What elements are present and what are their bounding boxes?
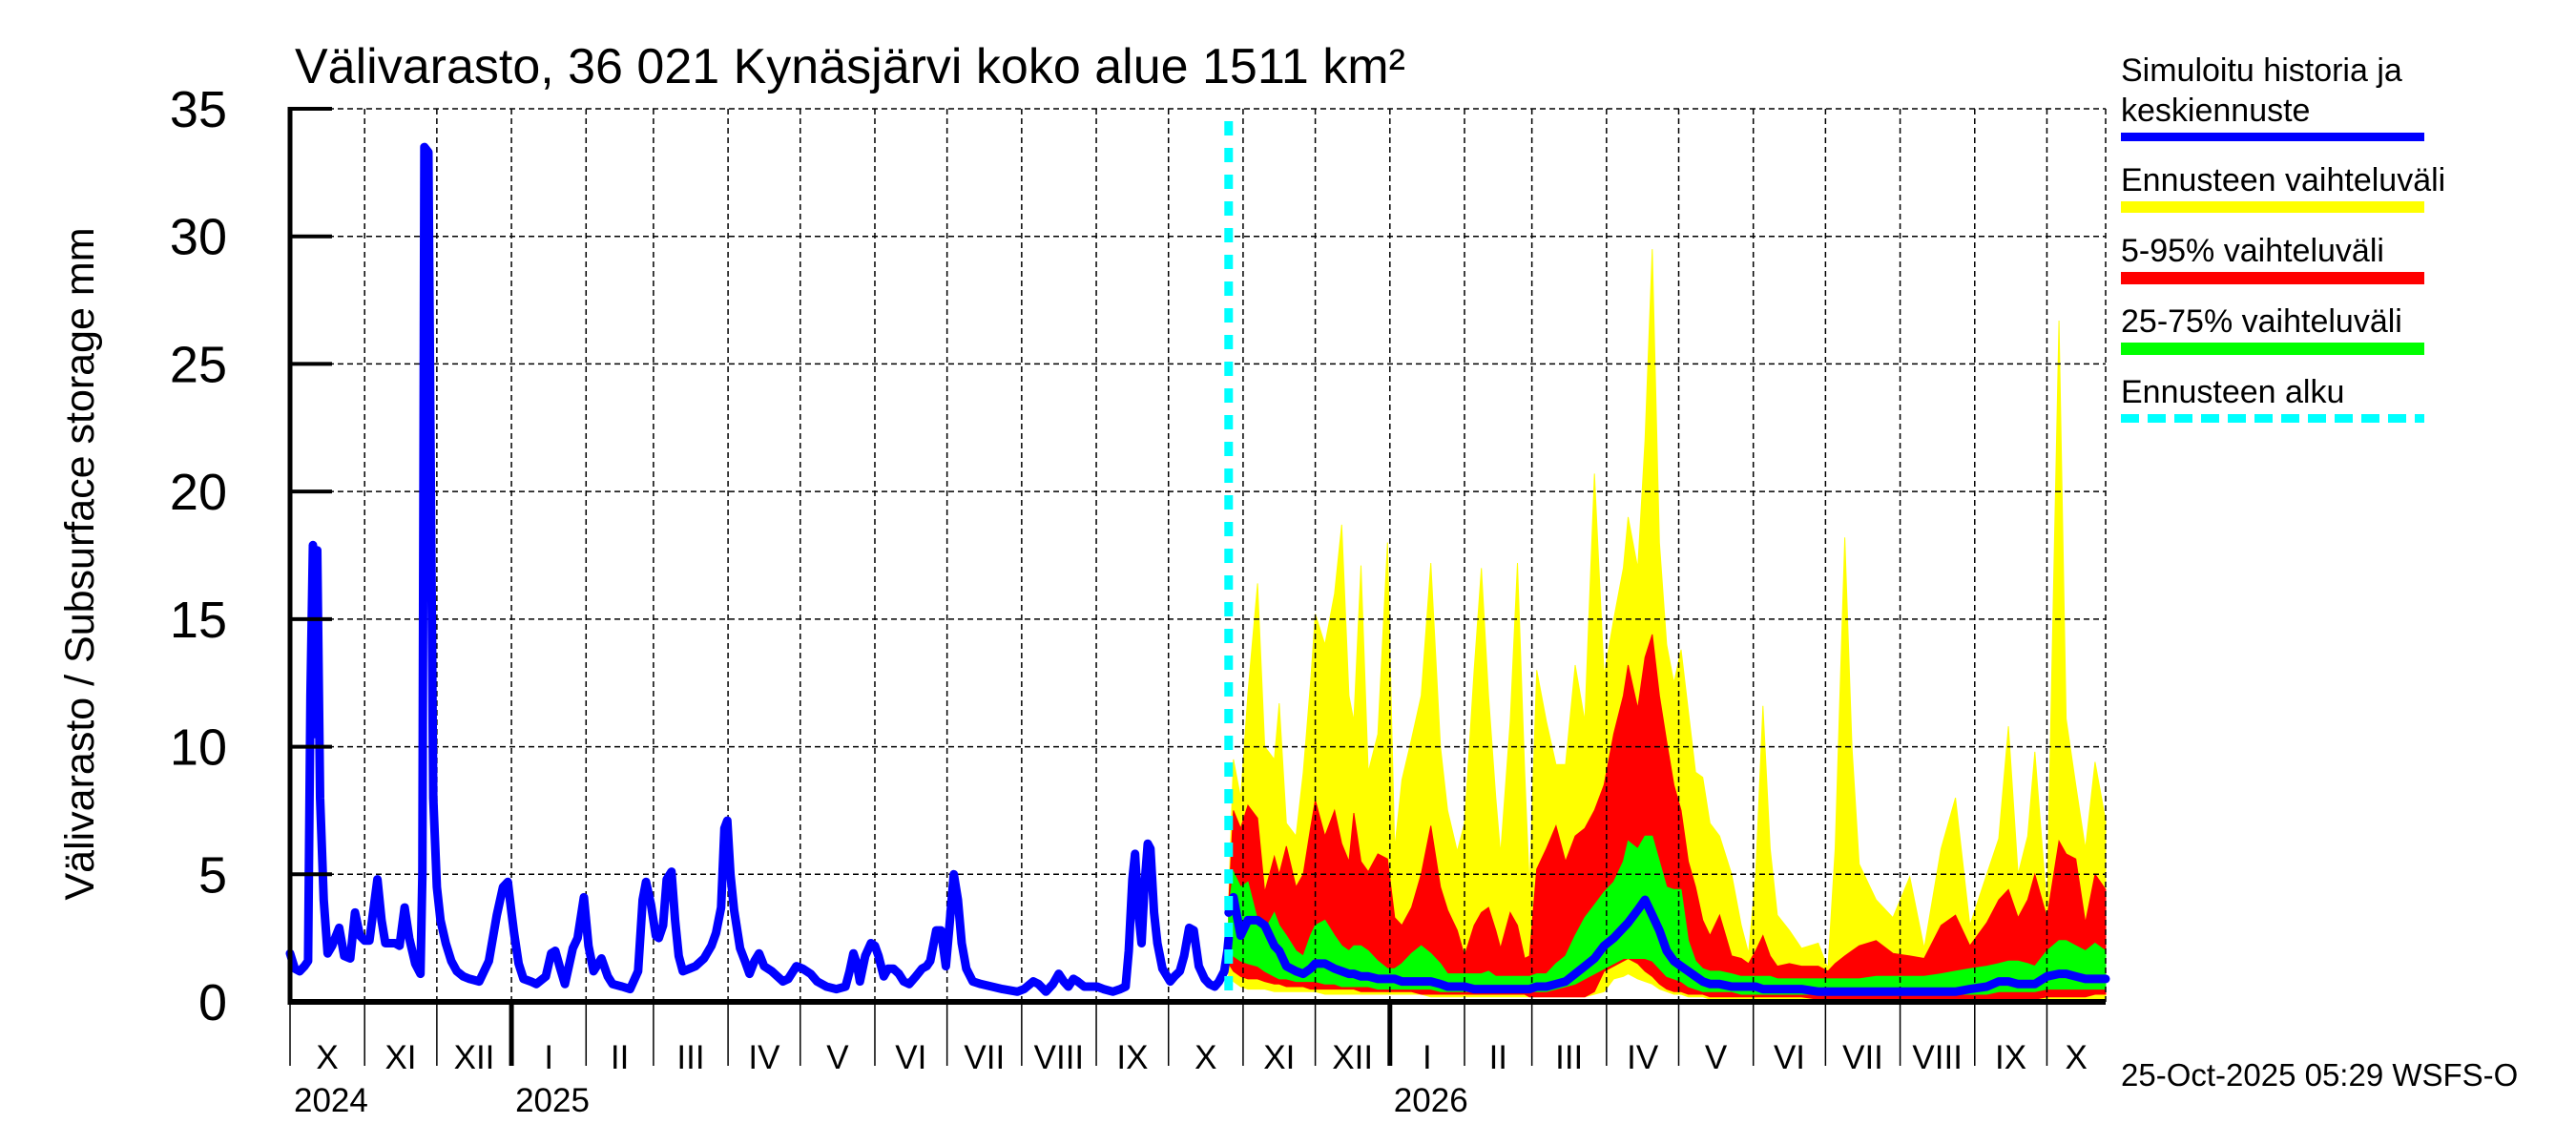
x-month-label: XII xyxy=(1332,1039,1373,1076)
y-tick-label: 20 xyxy=(170,464,227,521)
grid xyxy=(290,108,2107,1002)
x-month-label: I xyxy=(544,1039,553,1076)
x-year-label: 2024 xyxy=(294,1082,368,1119)
x-month-label: IV xyxy=(748,1039,780,1076)
x-month-label: X xyxy=(1195,1039,1216,1076)
x-month-label: X xyxy=(2066,1039,2088,1076)
x-month-label: VII xyxy=(1842,1039,1883,1076)
legend-label-history-line1: Simuloitu historia ja xyxy=(2121,52,2402,89)
y-tick-label: 35 xyxy=(170,81,227,138)
y-tick-label: 0 xyxy=(198,974,227,1031)
axes xyxy=(287,107,2106,1066)
x-month-label: IX xyxy=(1116,1039,1148,1076)
x-month-label: III xyxy=(1555,1039,1583,1076)
x-month-label: IX xyxy=(1995,1039,2026,1076)
y-tick-labels: 0 5 10 15 20 25 30 35 xyxy=(170,81,227,1031)
y-tick-label: 30 xyxy=(170,209,227,266)
legend-swatch-history xyxy=(2121,133,2424,141)
band-5-95-percent xyxy=(1228,634,2107,1000)
x-year-label: 2025 xyxy=(515,1082,590,1119)
x-month-label: XI xyxy=(1263,1039,1295,1076)
x-month-label: III xyxy=(676,1039,704,1076)
median-forecast-line xyxy=(1224,892,2110,996)
y-axis-title: Välivarasto / Subsurface storage mm xyxy=(57,227,103,900)
x-month-label: XII xyxy=(454,1039,495,1076)
y-tick-label: 5 xyxy=(198,846,227,904)
history-line xyxy=(285,142,1234,996)
legend-label-forecast-start: Ennusteen alku xyxy=(2121,374,2344,410)
legend-label-forecast-range: Ennusteen vaihteluväli xyxy=(2121,162,2445,198)
x-year-label: 2026 xyxy=(1394,1082,1468,1119)
x-month-label: I xyxy=(1423,1039,1432,1076)
y-tick-label: 25 xyxy=(170,336,227,393)
legend: Simuloitu historia ja keskiennuste Ennus… xyxy=(2121,52,2445,423)
y-tick-label: 10 xyxy=(170,719,227,777)
y-tick-label: 15 xyxy=(170,592,227,649)
legend-swatch-5-95 xyxy=(2121,272,2424,284)
x-month-labels: X XI XII I II III IV V VI VII VIII IX X XI XII I II III IV… xyxy=(316,1039,2087,1076)
x-month-label: X xyxy=(316,1039,338,1076)
legend-swatch-forecast-range xyxy=(2121,201,2424,213)
x-month-label: VIII xyxy=(1912,1039,1963,1076)
x-month-label: VIII xyxy=(1034,1039,1085,1076)
x-month-label: XI xyxy=(384,1039,416,1076)
legend-label-25-75: 25-75% vaihteluväli xyxy=(2121,303,2402,340)
chart-title: Välivarasto, 36 021 Kynäsjärvi koko alue… xyxy=(295,39,1405,94)
x-month-label: II xyxy=(1489,1039,1507,1076)
x-month-label: IV xyxy=(1627,1039,1659,1076)
series-lines xyxy=(285,121,2110,1002)
timestamp: 25-Oct-2025 05:29 WSFS-O xyxy=(2121,1057,2518,1093)
x-month-label: VI xyxy=(1774,1039,1805,1076)
x-month-label: VI xyxy=(895,1039,926,1076)
x-month-label: V xyxy=(1705,1039,1728,1076)
x-month-label: VII xyxy=(964,1039,1005,1076)
legend-swatch-25-75 xyxy=(2121,343,2424,355)
legend-label-5-95: 5-95% vaihteluväli xyxy=(2121,233,2384,269)
legend-label-history-line2: keskiennuste xyxy=(2121,93,2310,129)
x-year-labels: 2024 2025 2026 xyxy=(294,1082,1468,1119)
x-month-label: V xyxy=(826,1039,849,1076)
x-month-label: II xyxy=(611,1039,629,1076)
